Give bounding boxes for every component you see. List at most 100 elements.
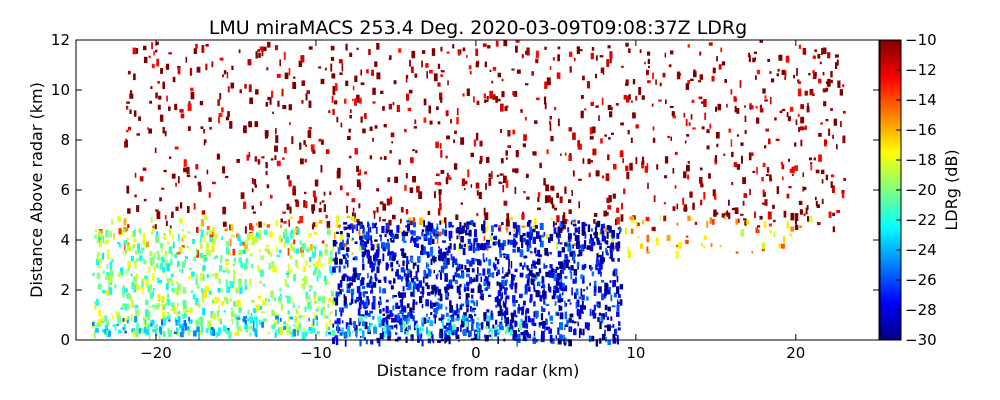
radar-cell	[109, 262, 113, 270]
radar-cell	[595, 264, 598, 271]
radar-cell	[182, 287, 187, 294]
radar-cell	[507, 145, 511, 148]
radar-cell	[759, 215, 763, 220]
radar-cell	[438, 254, 441, 261]
radar-cell	[808, 72, 811, 76]
radar-cell	[473, 337, 477, 341]
radar-cell	[761, 176, 764, 182]
radar-cell	[718, 64, 722, 70]
radar-cell	[211, 299, 214, 304]
radar-cell	[607, 286, 611, 290]
radar-cell	[150, 86, 153, 89]
radar-cell	[568, 51, 573, 57]
radar-cell	[230, 224, 233, 232]
radar-cell	[595, 105, 599, 108]
radar-cell	[592, 241, 596, 246]
x-axis-label: Distance from radar (km)	[377, 361, 580, 380]
radar-cell	[335, 309, 337, 317]
radar-cell	[126, 185, 130, 194]
radar-cell	[404, 329, 407, 335]
radar-cell	[589, 282, 591, 286]
radar-cell	[630, 137, 633, 143]
radar-cell	[232, 248, 236, 256]
radar-cell	[263, 46, 267, 52]
radar-cell	[249, 253, 253, 257]
radar-cell	[664, 175, 668, 179]
radar-cell	[132, 244, 136, 249]
radar-cell	[393, 324, 398, 328]
radar-cell	[438, 317, 442, 321]
radar-cell	[230, 307, 233, 310]
radar-cell	[278, 235, 283, 243]
radar-cell	[601, 255, 604, 259]
radar-cell	[248, 84, 252, 93]
radar-cell	[546, 251, 549, 257]
radar-cell	[505, 218, 510, 227]
radar-cell	[101, 321, 104, 324]
radar-cell	[606, 197, 610, 204]
radar-cell	[561, 247, 566, 253]
radar-cell	[374, 252, 378, 261]
radar-cell	[457, 308, 460, 314]
radar-cell	[522, 300, 526, 306]
radar-cell	[730, 89, 733, 95]
radar-cell	[606, 252, 609, 256]
radar-cell	[346, 247, 350, 252]
radar-cell	[202, 265, 206, 270]
radar-cell	[163, 323, 166, 326]
radar-cell	[541, 276, 544, 284]
radar-cell	[449, 243, 452, 250]
radar-cell	[685, 118, 688, 127]
radar-cell	[491, 331, 493, 340]
radar-cell	[484, 61, 487, 68]
radar-cell	[544, 265, 548, 269]
radar-cell	[455, 329, 458, 337]
radar-cell	[312, 263, 316, 267]
radar-cell	[533, 330, 536, 337]
radar-cell	[214, 272, 219, 280]
radar-cell	[599, 257, 604, 265]
radar-cell	[421, 293, 424, 298]
radar-cell	[331, 298, 335, 305]
radar-cell	[573, 232, 576, 236]
radar-cell	[201, 45, 205, 53]
radar-cell	[147, 317, 150, 321]
radar-cell	[407, 268, 411, 273]
radar-cell	[734, 105, 737, 113]
radar-cell	[332, 337, 335, 345]
radar-cell	[598, 254, 602, 258]
radar-cell	[622, 158, 624, 164]
radar-cell	[503, 175, 507, 184]
radar-cell	[312, 226, 314, 230]
radar-cell	[496, 295, 499, 303]
radar-cell	[806, 106, 810, 113]
radar-cell	[429, 253, 433, 257]
radar-cell	[354, 75, 358, 83]
radar-cell	[755, 227, 758, 234]
radar-cell	[690, 114, 693, 120]
radar-cell	[258, 52, 261, 58]
radar-cell	[577, 140, 580, 148]
radar-cell	[463, 243, 466, 248]
radar-cell	[225, 247, 229, 255]
radar-cell	[135, 249, 139, 255]
radar-cell	[797, 113, 800, 117]
radar-cell	[531, 278, 536, 281]
radar-cell	[460, 324, 462, 332]
radar-cell	[843, 177, 846, 181]
radar-cell	[348, 276, 352, 282]
radar-cell	[349, 109, 352, 114]
radar-cell	[517, 307, 522, 311]
radar-cell	[800, 116, 805, 124]
radar-cell	[190, 290, 194, 293]
radar-cell	[141, 288, 144, 294]
radar-cell	[579, 304, 584, 313]
radar-cell	[133, 110, 137, 117]
radar-cell	[351, 212, 355, 217]
radar-cell	[490, 310, 493, 319]
radar-cell	[453, 139, 456, 144]
radar-cell	[809, 88, 814, 96]
radar-cell	[126, 237, 130, 241]
radar-cell	[193, 48, 197, 54]
radar-cell	[294, 315, 298, 320]
